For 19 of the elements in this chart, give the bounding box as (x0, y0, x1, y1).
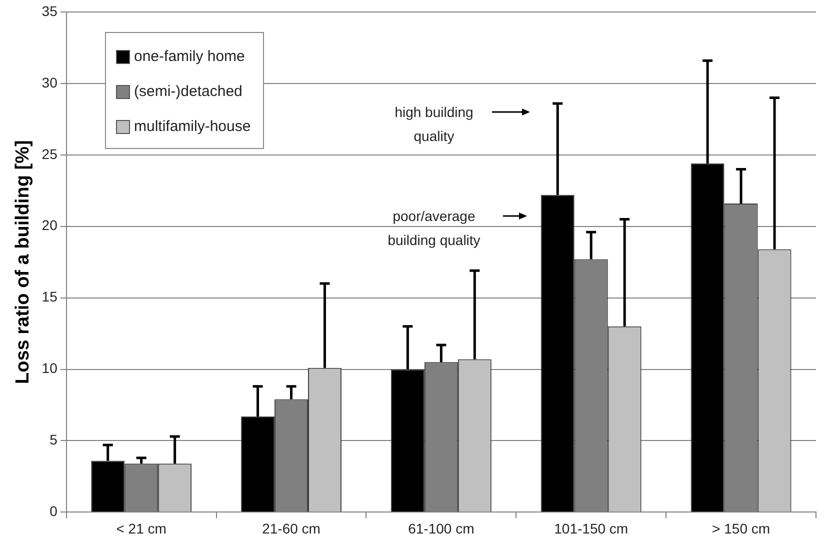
x-tick-label: 101-150 cm (554, 520, 628, 536)
y-tick-label: 20 (42, 217, 58, 234)
legend-label: one-family home (134, 48, 245, 65)
x-tick-label: > 150 cm (712, 520, 770, 536)
y-tick-label: 25 (42, 146, 58, 162)
y-tick-label: 35 (42, 2, 58, 19)
legend-label: (semi-)detached (134, 83, 242, 100)
x-tick-label: 61-100 cm (408, 520, 474, 536)
x-tick-label: 21-60 cm (262, 520, 320, 536)
y-tick-label: 10 (42, 360, 58, 376)
y-axis-title: Loss ratio of a building [%] (12, 140, 34, 384)
legend-label: multifamily-house (134, 118, 251, 135)
annotation: high building quality (394, 103, 474, 146)
y-tick-label: 30 (42, 74, 58, 90)
y-tick-label: 15 (42, 288, 58, 305)
x-tick-label: < 21 cm (116, 520, 166, 536)
annotation: poor/average building quality (386, 207, 482, 250)
y-tick-label: 0 (50, 503, 58, 520)
y-tick-label: 5 (50, 432, 58, 448)
